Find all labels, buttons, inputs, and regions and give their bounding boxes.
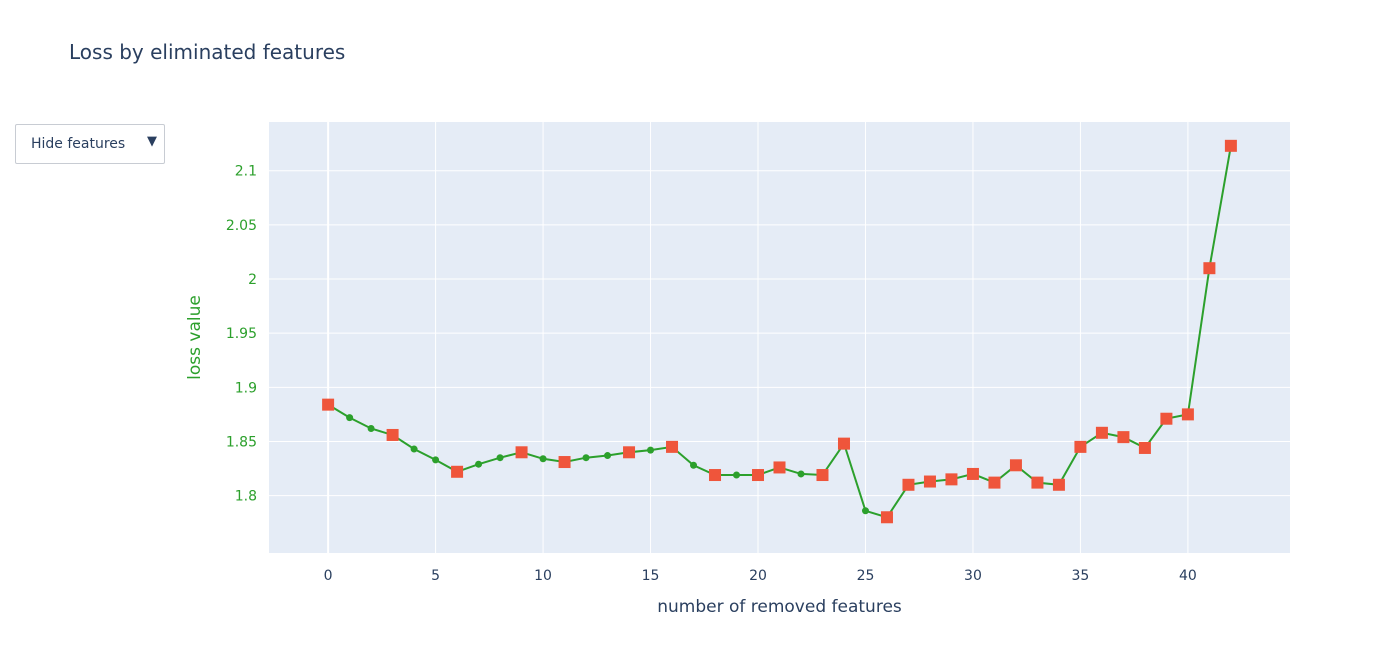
- x-tick-label: 30: [964, 568, 982, 584]
- y-tick-label: 1.95: [226, 326, 257, 342]
- square-marker: [880, 511, 893, 524]
- square-marker: [1117, 431, 1130, 444]
- dropdown-label: Hide features: [31, 136, 126, 152]
- square-marker: [816, 469, 829, 482]
- data-point: [410, 445, 418, 453]
- y-tick-label: 2: [248, 272, 257, 288]
- y-tick-label: 2.05: [226, 218, 257, 234]
- square-marker: [988, 476, 1001, 489]
- y-axis-title: loss value: [185, 295, 205, 380]
- data-point: [496, 454, 504, 462]
- square-marker: [666, 440, 679, 453]
- plot-area: [269, 122, 1290, 553]
- square-marker: [1009, 459, 1022, 472]
- data-point: [582, 454, 590, 462]
- x-tick-label: 20: [749, 568, 767, 584]
- square-marker: [1181, 408, 1194, 421]
- square-marker: [773, 461, 786, 474]
- square-marker: [1074, 440, 1087, 453]
- data-point: [797, 470, 805, 478]
- x-axis-title: number of removed features: [657, 597, 902, 617]
- square-marker: [1052, 478, 1065, 491]
- square-marker: [945, 473, 958, 486]
- square-marker: [451, 465, 464, 478]
- x-tick-label: 25: [857, 568, 875, 584]
- data-point: [539, 455, 547, 463]
- y-tick-label: 1.9: [235, 380, 257, 396]
- square-marker: [709, 469, 722, 482]
- square-marker: [322, 398, 335, 411]
- square-marker: [1203, 262, 1216, 275]
- square-marker: [386, 428, 399, 441]
- chart-title: Loss by eliminated features: [69, 40, 346, 64]
- y-tick-label: 1.8: [235, 489, 257, 505]
- x-tick-label: 5: [431, 568, 440, 584]
- square-marker: [1138, 441, 1151, 454]
- square-marker: [623, 446, 636, 459]
- square-marker: [752, 469, 765, 482]
- x-tick-label: 10: [534, 568, 552, 584]
- y-tick-label: 1.85: [226, 434, 257, 450]
- square-marker: [966, 467, 979, 480]
- x-tick-label: 15: [642, 568, 660, 584]
- y-tick-label: 2.1: [235, 164, 257, 180]
- data-point: [367, 424, 375, 432]
- square-marker: [515, 446, 528, 459]
- square-marker: [902, 478, 915, 491]
- x-tick-label: 40: [1179, 568, 1197, 584]
- square-marker: [1224, 139, 1237, 152]
- hide-features-dropdown[interactable]: Hide features ▼: [15, 124, 165, 164]
- square-marker: [1160, 412, 1173, 425]
- ticks: 0 5 10 15 20 25 30 35 40 1.8 1.85 1.9 1.95 2 2.05 2.1: [226, 164, 1197, 584]
- data-point: [432, 456, 440, 464]
- square-marker: [558, 456, 571, 469]
- data-point: [604, 452, 612, 460]
- x-tick-label: 35: [1072, 568, 1090, 584]
- data-point: [861, 507, 869, 515]
- data-point: [475, 460, 483, 468]
- data-point: [733, 471, 741, 479]
- square-marker: [923, 475, 936, 488]
- square-marker: [1095, 426, 1108, 439]
- data-point: [647, 446, 655, 454]
- square-marker: [1031, 476, 1044, 489]
- x-tick-label: 0: [324, 568, 333, 584]
- data-point: [690, 461, 698, 469]
- chevron-down-icon: ▼: [147, 134, 157, 149]
- grid: [269, 122, 1290, 553]
- markers: [322, 139, 1237, 524]
- data-point: [346, 414, 354, 422]
- square-marker: [837, 437, 850, 450]
